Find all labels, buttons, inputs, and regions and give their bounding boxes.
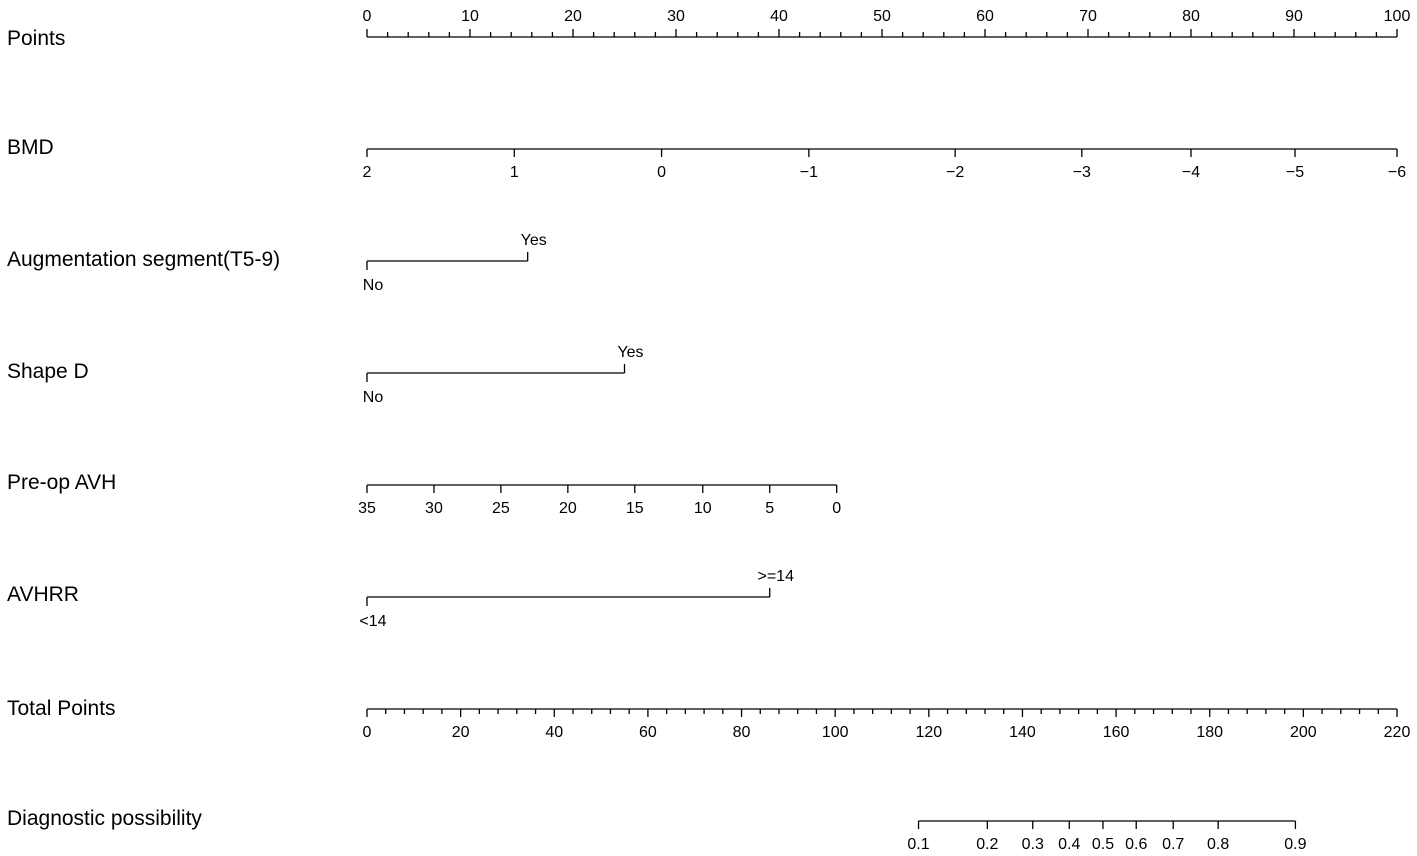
total-points-tick-label: 140 — [1009, 724, 1036, 741]
row-label-bmd: BMD — [7, 136, 54, 159]
bmd-tick-label: −6 — [1388, 164, 1406, 181]
diagnostic-possibility-tick-label: 0.7 — [1162, 836, 1184, 853]
augmentation-segment-t5-9-category-label: No — [363, 277, 384, 294]
shape-d-category-label: No — [363, 389, 384, 406]
total-points-tick-label: 80 — [733, 724, 751, 741]
points-tick-label: 40 — [770, 8, 788, 25]
row-label-shape-d: Shape D — [7, 360, 89, 383]
bmd-tick-label: −5 — [1286, 164, 1304, 181]
augmentation-segment-t5-9-category-label: Yes — [521, 232, 547, 249]
row-label-pre-op-avh: Pre-op AVH — [7, 471, 116, 494]
bmd-tick-label: −4 — [1182, 164, 1200, 181]
avhrr-category-label: <14 — [359, 613, 386, 630]
points-tick-label: 30 — [667, 8, 685, 25]
points-tick-label: 0 — [363, 8, 372, 25]
row-label-augmentation-segment-t5-9: Augmentation segment(T5-9) — [7, 248, 280, 271]
pre-op-avh-tick-label: 35 — [358, 500, 376, 517]
points-tick-label: 80 — [1182, 8, 1200, 25]
bmd-tick-label: 2 — [363, 164, 372, 181]
points-tick-label: 50 — [873, 8, 891, 25]
points-tick-label: 60 — [976, 8, 994, 25]
total-points-tick-label: 20 — [452, 724, 470, 741]
bmd-tick-label: 1 — [510, 164, 519, 181]
diagnostic-possibility-tick-label: 0.8 — [1207, 836, 1229, 853]
total-points-tick-label: 0 — [363, 724, 372, 741]
total-points-tick-label: 220 — [1384, 724, 1411, 741]
points-tick-label: 70 — [1079, 8, 1097, 25]
pre-op-avh-tick-label: 20 — [559, 500, 577, 517]
total-points-tick-label: 60 — [639, 724, 657, 741]
total-points-tick-label: 120 — [915, 724, 942, 741]
row-label-diagnostic-possibility: Diagnostic possibility — [7, 807, 202, 830]
total-points-tick-label: 200 — [1290, 724, 1317, 741]
bmd-tick-label: 0 — [657, 164, 666, 181]
total-points-tick-label: 40 — [545, 724, 563, 741]
points-tick-label: 100 — [1384, 8, 1411, 25]
diagnostic-possibility-tick-label: 0.9 — [1284, 836, 1306, 853]
row-label-total-points: Total Points — [7, 697, 116, 720]
points-tick-label: 20 — [564, 8, 582, 25]
points-tick-label: 90 — [1285, 8, 1303, 25]
row-label-points: Points — [7, 27, 65, 50]
diagnostic-possibility-tick-label: 0.6 — [1125, 836, 1147, 853]
total-points-tick-label: 180 — [1196, 724, 1223, 741]
bmd-tick-label: −2 — [946, 164, 964, 181]
diagnostic-possibility-tick-label: 0.2 — [976, 836, 998, 853]
pre-op-avh-tick-label: 30 — [425, 500, 443, 517]
diagnostic-possibility-tick-label: 0.1 — [907, 836, 929, 853]
diagnostic-possibility-tick-label: 0.5 — [1092, 836, 1114, 853]
total-points-tick-label: 100 — [822, 724, 849, 741]
pre-op-avh-tick-label: 0 — [832, 500, 841, 517]
total-points-tick-label: 160 — [1103, 724, 1130, 741]
pre-op-avh-tick-label: 15 — [626, 500, 644, 517]
bmd-tick-label: −3 — [1073, 164, 1091, 181]
pre-op-avh-tick-label: 5 — [765, 500, 774, 517]
shape-d-category-label: Yes — [617, 344, 643, 361]
points-tick-label: 10 — [461, 8, 479, 25]
diagnostic-possibility-tick-label: 0.3 — [1022, 836, 1044, 853]
avhrr-category-label: >=14 — [757, 568, 794, 585]
diagnostic-possibility-tick-label: 0.4 — [1058, 836, 1080, 853]
bmd-tick-label: −1 — [800, 164, 818, 181]
pre-op-avh-tick-label: 25 — [492, 500, 510, 517]
pre-op-avh-tick-label: 10 — [694, 500, 712, 517]
row-label-avhrr: AVHRR — [7, 583, 79, 606]
